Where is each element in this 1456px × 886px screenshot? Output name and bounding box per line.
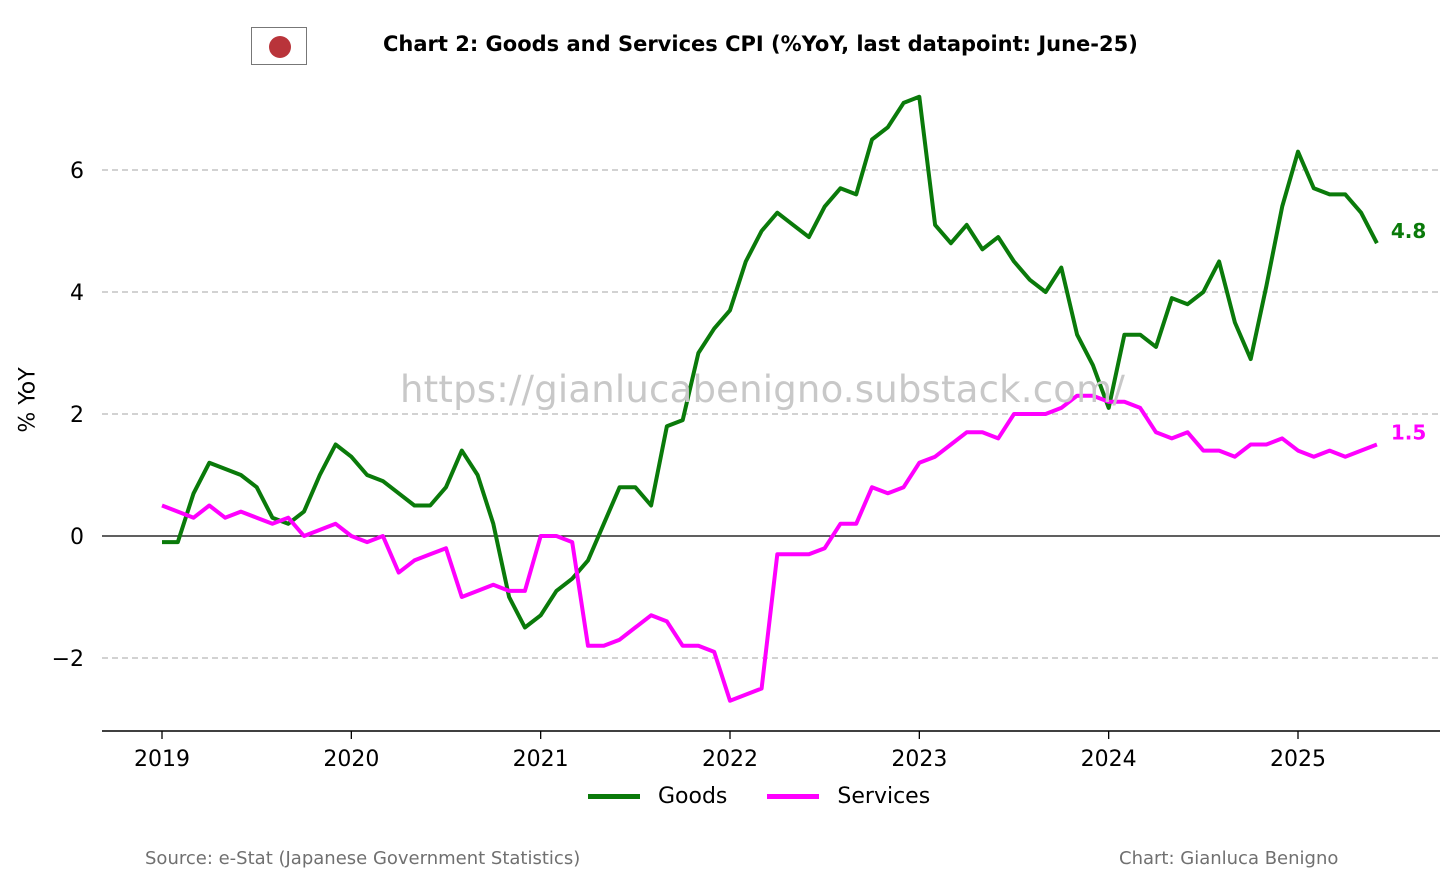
x-tick-label: 2019	[134, 747, 190, 772]
legend-label-goods: Goods	[658, 783, 728, 809]
japan-flag-icon	[251, 27, 307, 65]
chart-title: Chart 2: Goods and Services CPI (%YoY, l…	[383, 32, 1138, 56]
x-tick-label: 2024	[1081, 747, 1137, 772]
legend-label-services: Services	[837, 783, 931, 809]
x-tick-label: 2021	[513, 747, 569, 772]
legend-item-services: Services	[767, 784, 930, 809]
end-label-services: 1.5	[1391, 421, 1426, 445]
y-tick-label: −2	[52, 647, 84, 672]
x-tick-label: 2025	[1270, 747, 1326, 772]
x-tick-label: 2020	[323, 747, 379, 772]
legend: Goods Services	[588, 782, 970, 810]
y-tick-label: 2	[70, 403, 84, 428]
y-tick-label: 0	[70, 525, 84, 550]
end-labels: 4.8 1.5	[1391, 219, 1426, 444]
watermark: https://gianlucabenigno.substack.com/	[400, 368, 1126, 411]
flag-circle	[269, 36, 291, 58]
x-tick-label: 2022	[702, 747, 758, 772]
grid-lines	[102, 169, 1440, 659]
y-tick-label: 6	[70, 159, 84, 184]
series-line-services	[161, 393, 1378, 703]
source-note: Source: e-Stat (Japanese Government Stat…	[145, 848, 581, 869]
series-line-goods	[162, 94, 1379, 630]
legend-swatch-services	[767, 793, 820, 799]
x-tick-label: 2023	[891, 747, 947, 772]
chart-credit: Chart: Gianluca Benigno	[1119, 848, 1339, 869]
axes: −2 0 2 4 6 2019 2020 2021 2022 2023 2024 2025	[52, 159, 1440, 772]
legend-item-goods: Goods	[588, 784, 727, 809]
legend-swatch-goods	[588, 793, 640, 799]
end-label-goods: 4.8	[1391, 219, 1426, 243]
series-lines	[161, 94, 1379, 703]
y-axis-label: % YoY	[15, 367, 41, 433]
y-tick-label: 4	[70, 281, 84, 306]
